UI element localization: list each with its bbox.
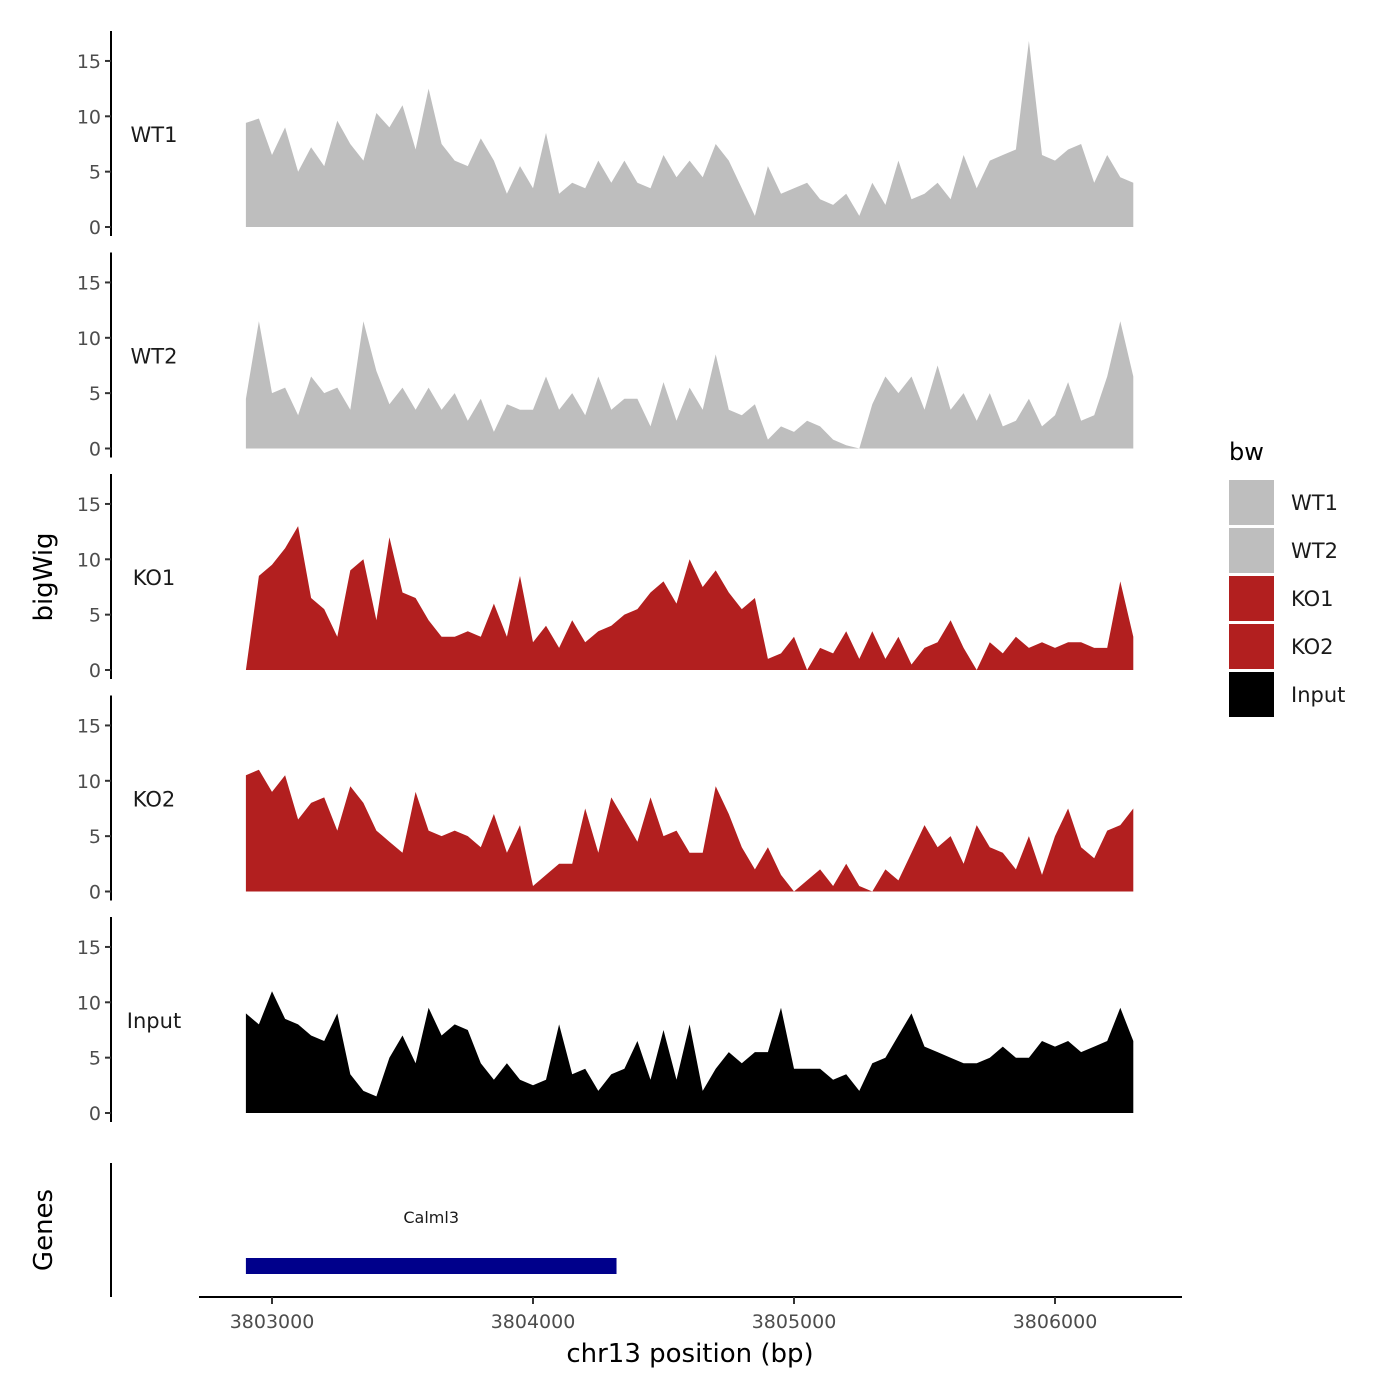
y-tick-label: 15 [77,937,101,959]
legend-key-ko2 [1229,624,1274,669]
legend-key-ko1 [1229,576,1274,621]
x-tick-label: 3803000 [230,1311,315,1333]
legend-key-wt1 [1229,480,1274,525]
coverage-area-ko2 [245,769,1134,892]
y-tick-label: 0 [89,882,101,904]
coverage-area-wt2 [245,321,1134,449]
y-tick-label: 15 [77,715,101,737]
y-tick-label: 10 [77,549,101,571]
track-wt2: 0 5 10 15 WT2 [77,252,1134,461]
coverage-area-ko1 [245,526,1134,670]
y-tick-label: 10 [77,106,101,128]
track-label-wt2: WT2 [131,345,178,369]
y-tick-label: 10 [77,771,101,793]
track-input: 0 5 10 15 Input [77,917,1134,1125]
y-tick-label: 0 [89,217,101,239]
legend-title: bw [1229,438,1264,466]
track-label-input: Input [127,1009,181,1033]
y-tick-label: 5 [89,162,101,184]
x-tick-label: 3805000 [752,1311,837,1333]
coverage-area-wt1 [245,41,1134,227]
legend-key-wt2 [1229,528,1274,573]
y-tick-label: 0 [89,1103,101,1125]
genes-panel: Genes Calml3 [29,1163,617,1297]
legend-key-input [1229,672,1274,717]
legend-label-ko1: KO1 [1291,587,1334,611]
y-tick-label: 5 [89,1048,101,1070]
y-axis-title: bigWig [29,532,59,621]
y-tick-label: 15 [77,272,101,294]
y-tick-label: 5 [89,383,101,405]
track-label-wt1: WT1 [131,123,178,147]
track-label-ko2: KO2 [133,788,176,812]
y-tick-label: 10 [77,992,101,1014]
legend-label-input: Input [1291,683,1345,707]
y-tick-label: 10 [77,328,101,350]
y-tick-label: 5 [89,826,101,848]
legend: bw WT1 WT2 KO1 KO2 Input [1229,438,1345,717]
legend-label-ko2: KO2 [1291,635,1334,659]
track-wt1: 0 5 10 15 WT1 [77,31,1134,239]
y-tick-label: 5 [89,605,101,627]
gene-label-calml3: Calml3 [403,1208,459,1227]
x-axis-title: chr13 position (bp) [566,1339,813,1369]
y-tick-label: 0 [89,660,101,682]
track-label-ko1: KO1 [133,566,176,590]
genes-axis-title: Genes [29,1189,59,1271]
x-tick-label: 3806000 [1013,1311,1098,1333]
track-ko2: 0 5 10 15 KO2 [77,695,1134,904]
y-tick-label: 0 [89,439,101,461]
coverage-tracks: 0 5 10 15 WT1 0 5 10 15 WT2 0 5 10 15 KO1 0 5 10 15 KO2 0 5 10… [77,31,1134,1125]
coverage-area-input [245,991,1134,1113]
x-axis: 3803000 3804000 3805000 3806000 [199,1296,1182,1333]
gene-bar-calml3 [245,1258,617,1274]
track-ko1: 0 5 10 15 KO1 [77,474,1134,682]
y-tick-label: 15 [77,51,101,73]
legend-label-wt1: WT1 [1291,491,1338,515]
legend-label-wt2: WT2 [1291,539,1338,563]
x-tick-label: 3804000 [491,1311,576,1333]
y-tick-label: 15 [77,494,101,516]
